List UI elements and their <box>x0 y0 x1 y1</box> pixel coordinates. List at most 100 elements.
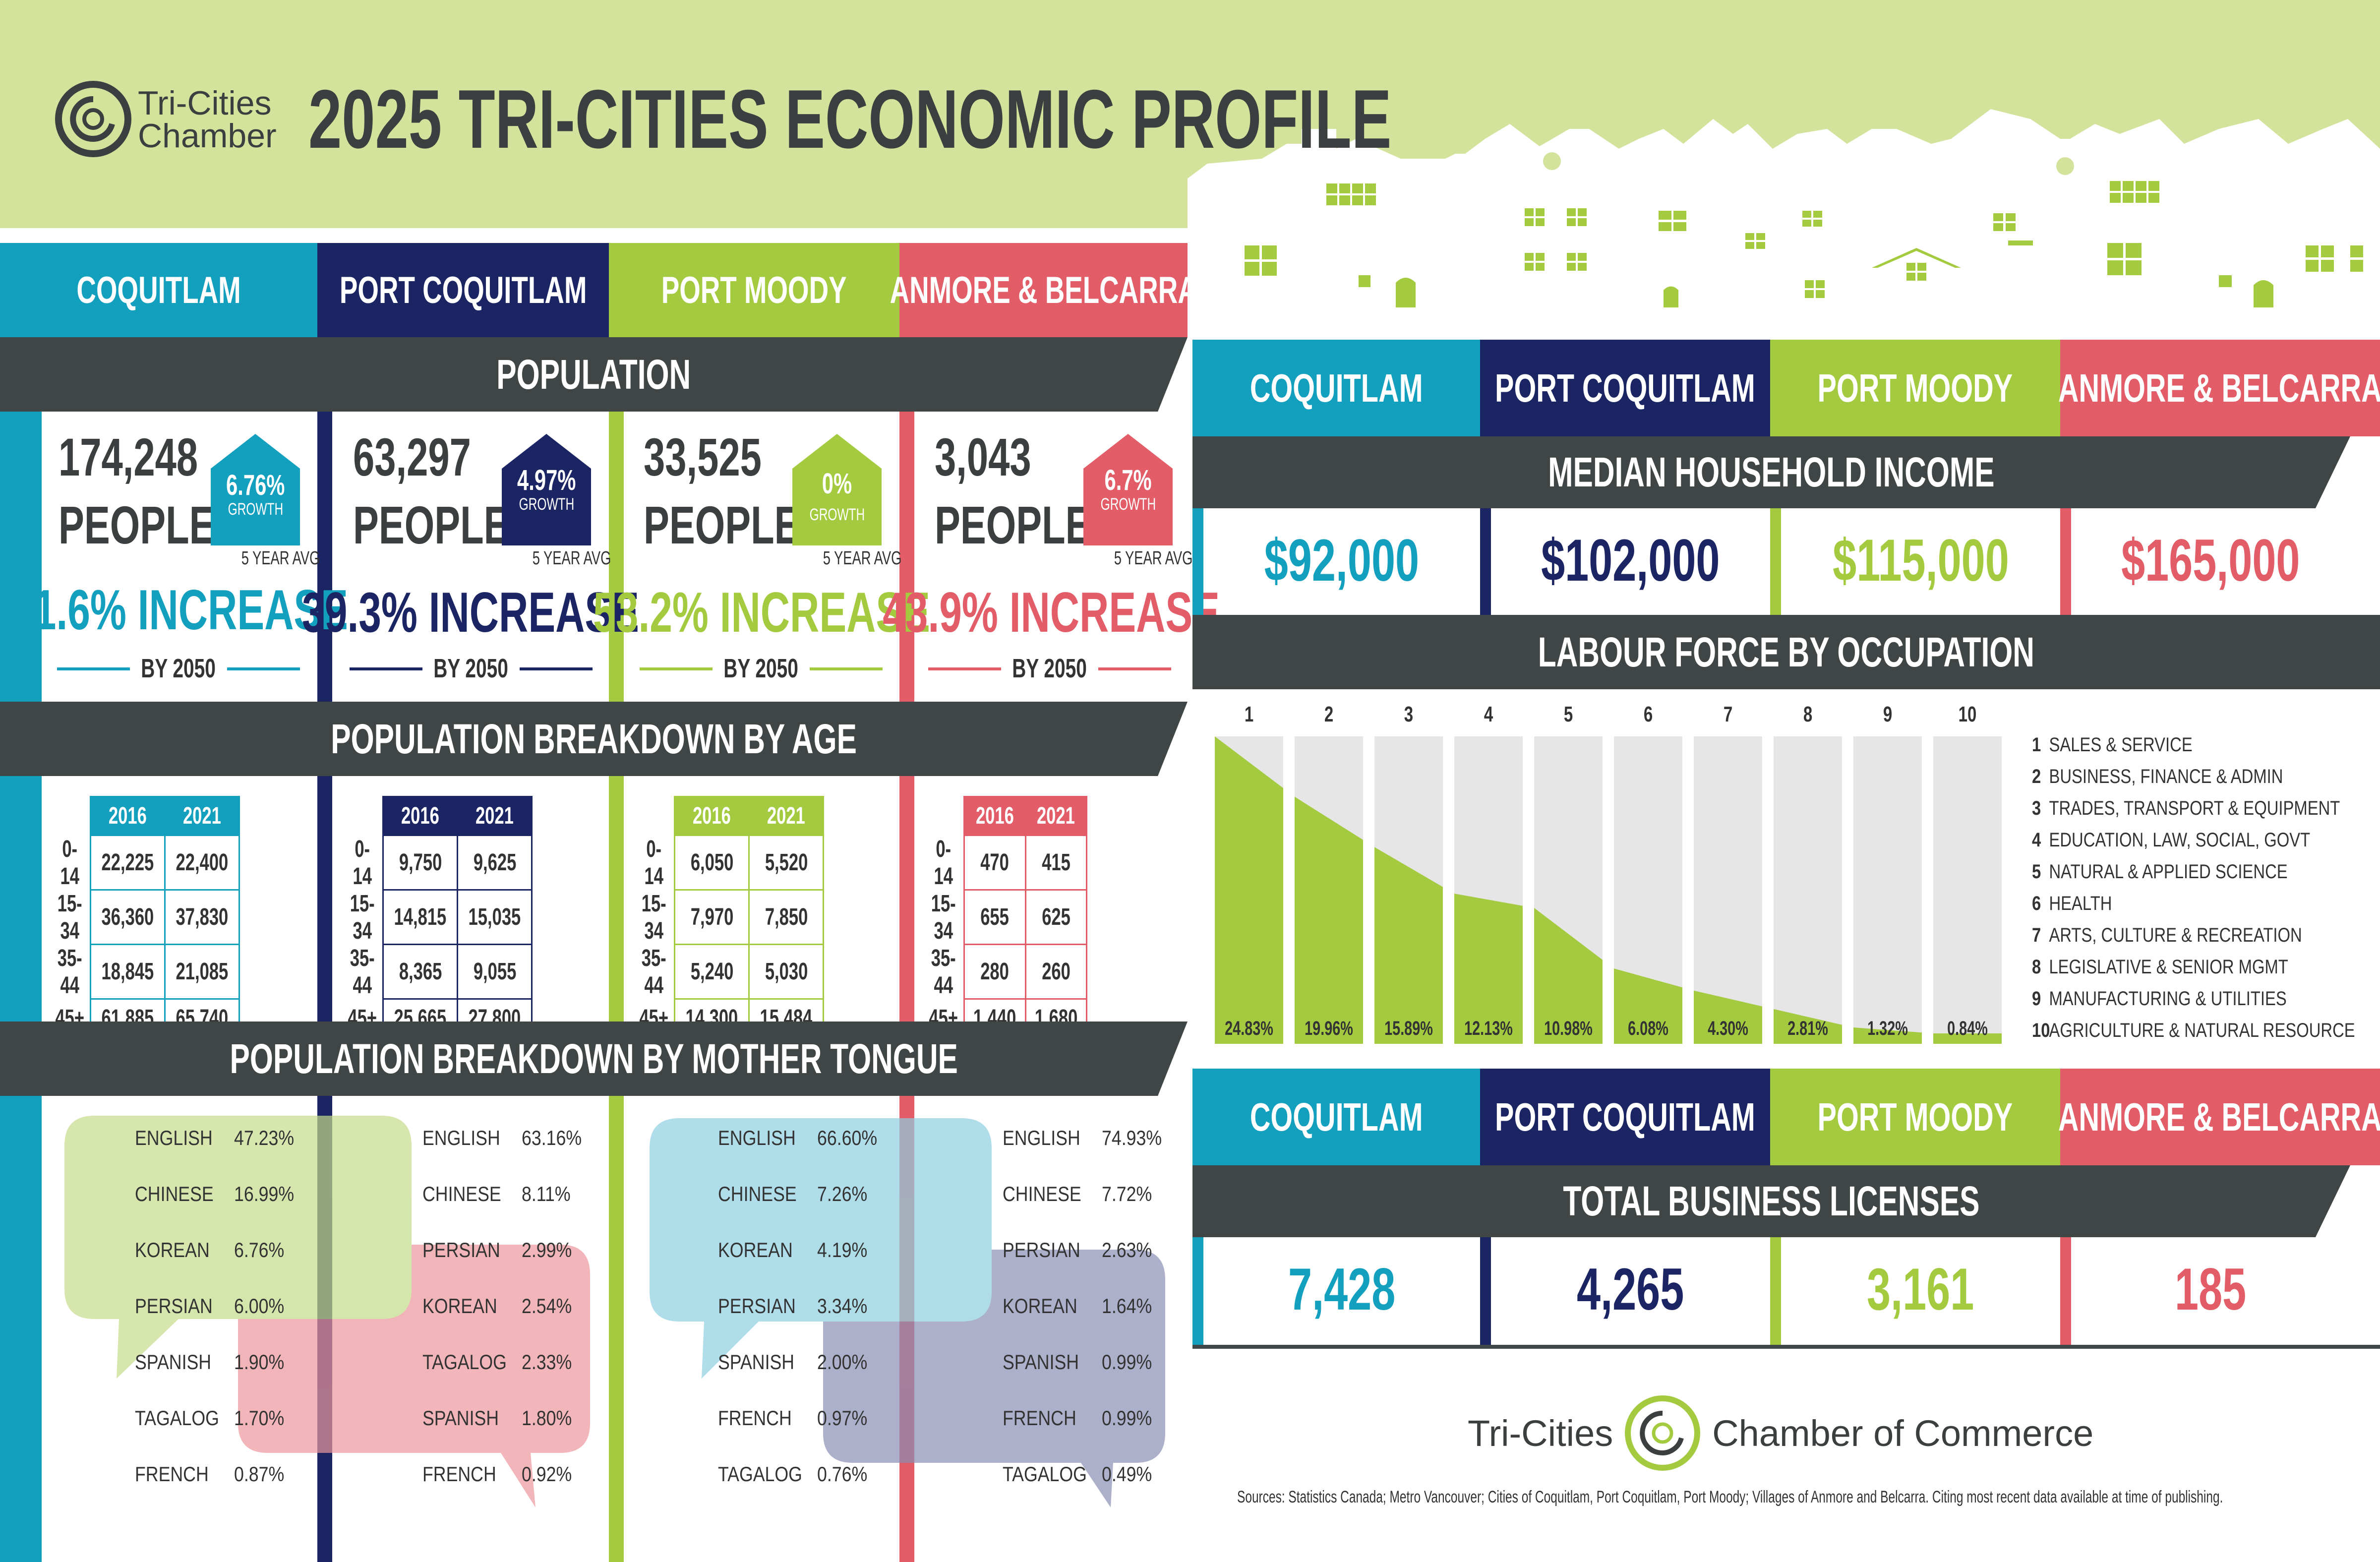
tongue-list-port-moody: ENGLISH 66.60% CHINESE 7.26% KOREAN 4.19% P… <box>718 1110 888 1502</box>
list-item: KOREAN 4.19% <box>718 1238 868 1262</box>
x-tick-label: 1 <box>1245 703 1253 727</box>
by-2050-label: BY 2050 <box>433 654 509 683</box>
population-count: 174,248 <box>59 427 198 487</box>
growth-percent: 6.76% <box>226 469 285 501</box>
year-header: 2016 <box>976 803 1014 829</box>
list-item: PERSIAN 2.63% <box>1003 1238 1152 1262</box>
income-stripe-coquitlam <box>1192 508 1203 615</box>
labour-legend: 1 SALES & SERVICE 2 BUSINESS, FINANCE & AD… <box>2032 729 2380 1046</box>
table-cell: 21,085 <box>176 959 229 985</box>
list-item: CHINESE 8.11% <box>422 1182 571 1205</box>
income-value-coquitlam: $92,000 <box>1264 527 1420 594</box>
tongue-list-anmore-belcarra: ENGLISH 74.93% CHINESE 7.72% PERSIAN 2.63% … <box>1003 1110 1172 1502</box>
age-group: 15-34 <box>931 890 956 944</box>
table-cell: 260 <box>1041 959 1071 985</box>
growth-percent: 6.7% <box>1104 464 1152 496</box>
income-stripe-port-moody <box>1770 508 1781 615</box>
growth-avg-label: 5 YEAR AVG <box>823 548 902 569</box>
table-cell: 625 <box>1041 904 1071 930</box>
growth-label: GROWTH <box>809 505 865 524</box>
growth-percent: 0% <box>822 468 852 500</box>
income-header: MEDIAN HOUSEHOLD INCOME <box>1192 436 2350 508</box>
license-value-coquitlam: 7,428 <box>1288 1256 1396 1322</box>
list-item: ENGLISH 47.23% <box>135 1126 295 1149</box>
age-group: 0-14 <box>934 836 953 890</box>
list-item: TAGALOG 0.76% <box>718 1462 868 1486</box>
license-band-port-coquitlam: PORT COQUITLAM <box>1480 1069 1770 1165</box>
license-stripe-port-moody <box>1770 1237 1781 1349</box>
speech-bubbles <box>64 1116 1165 1507</box>
labour-chart: 1 24.83% 2 19.96% 3 15.89% 4 12.13% 5 10.98% 6 6.08… <box>1215 703 2002 1044</box>
legend-item: 7 ARTS, CULTURE & RECREATION <box>2032 924 2302 946</box>
footer-logo-right: Chamber of Commerce <box>1712 1412 2094 1454</box>
list-item: SPANISH 1.80% <box>422 1406 572 1430</box>
age-group: 15-34 <box>57 890 82 944</box>
list-item: PERSIAN 3.34% <box>718 1294 868 1318</box>
list-item: SPANISH 1.90% <box>135 1350 285 1374</box>
increase-2050: 43.9% INCREASE <box>882 581 1220 644</box>
license-value-anmore-belcarra: 185 <box>2175 1256 2247 1322</box>
population-people-label: PEOPLE <box>935 495 1091 555</box>
city-band-port-moody: PORT MOODY <box>609 243 899 337</box>
income-band-port-coquitlam: PORT COQUITLAM <box>1480 340 1770 436</box>
x-tick-label: 9 <box>1883 703 1892 727</box>
income-value-anmore-belcarra: $165,000 <box>2121 527 2300 594</box>
income-stripe-port-coquitlam <box>1480 508 1491 615</box>
table-cell: 22,400 <box>176 849 229 876</box>
legend-item: 4 EDUCATION, LAW, SOCIAL, GOVT <box>2032 829 2311 851</box>
list-item: CHINESE 16.99% <box>135 1182 295 1205</box>
table-cell: 14,815 <box>394 904 447 930</box>
growth-house-icon <box>792 434 882 545</box>
list-item: FRENCH 0.97% <box>718 1406 868 1430</box>
age-group: 0-14 <box>644 836 663 890</box>
list-item: FRENCH 0.92% <box>422 1462 572 1486</box>
population-count: 3,043 <box>935 427 1031 487</box>
chart-column-bg <box>1694 736 1762 1044</box>
licenses-header: TOTAL BUSINESS LICENSES <box>1192 1165 2350 1237</box>
table-cell: 9,625 <box>473 849 516 876</box>
age-group: 0-14 <box>60 836 79 890</box>
list-item: TAGALOG 1.70% <box>135 1406 285 1430</box>
population-count: 33,525 <box>644 427 762 487</box>
age-header: POPULATION BREAKDOWN BY AGE <box>0 702 1188 776</box>
table-cell: 655 <box>980 904 1010 930</box>
chamber-logo-icon <box>1625 1395 1701 1471</box>
table-cell: 22,225 <box>101 849 154 876</box>
tongue-list-coquitlam: ENGLISH 47.23% CHINESE 16.99% KOREAN 6.76% … <box>135 1110 304 1502</box>
by-2050-label: BY 2050 <box>141 654 216 683</box>
age-group: 0-14 <box>353 836 372 890</box>
growth-label: GROWTH <box>1100 495 1156 514</box>
list-item: TAGALOG 0.49% <box>1003 1462 1152 1486</box>
population-people-label: PEOPLE <box>644 495 800 555</box>
houses-illustration <box>1188 109 2380 337</box>
list-item: PERSIAN 6.00% <box>135 1294 285 1318</box>
list-item: ENGLISH 66.60% <box>718 1126 878 1149</box>
labour-header: LABOUR FORCE BY OCCUPATION <box>1192 615 2380 689</box>
license-stripe-coquitlam <box>1192 1237 1203 1349</box>
year-header: 2016 <box>693 803 731 829</box>
licenses-bottom-rule <box>1192 1345 2380 1349</box>
growth-label: GROWTH <box>519 495 574 514</box>
table-cell: 8,365 <box>399 959 442 985</box>
income-value-port-moody: $115,000 <box>1832 527 2009 594</box>
year-header: 2016 <box>401 803 440 829</box>
year-header: 2021 <box>1037 803 1075 829</box>
list-item: KOREAN 2.54% <box>422 1294 572 1318</box>
list-item: FRENCH 0.87% <box>135 1462 285 1486</box>
list-item: ENGLISH 74.93% <box>1003 1126 1162 1149</box>
population-people-label: PEOPLE <box>353 495 510 555</box>
logo-line2: Chamber <box>138 117 277 155</box>
legend-item: 6 HEALTH <box>2032 892 2112 914</box>
list-item: CHINESE 7.26% <box>718 1182 868 1205</box>
license-value-port-moody: 3,161 <box>1867 1256 1974 1322</box>
data-label: 15.89% <box>1384 1017 1433 1039</box>
growth-house-icon <box>502 434 591 545</box>
growth-avg-label: 5 YEAR AVG <box>1114 548 1193 569</box>
table-cell: 415 <box>1041 849 1071 876</box>
legend-item: 5 NATURAL & APPLIED SCIENCE <box>2032 860 2288 883</box>
table-cell: 280 <box>980 959 1010 985</box>
tongue-header: POPULATION BREAKDOWN BY MOTHER TONGUE <box>0 1021 1188 1096</box>
list-item: KOREAN 6.76% <box>135 1238 285 1262</box>
chart-column-bg <box>1774 736 1842 1044</box>
list-item: SPANISH 2.00% <box>718 1350 868 1374</box>
